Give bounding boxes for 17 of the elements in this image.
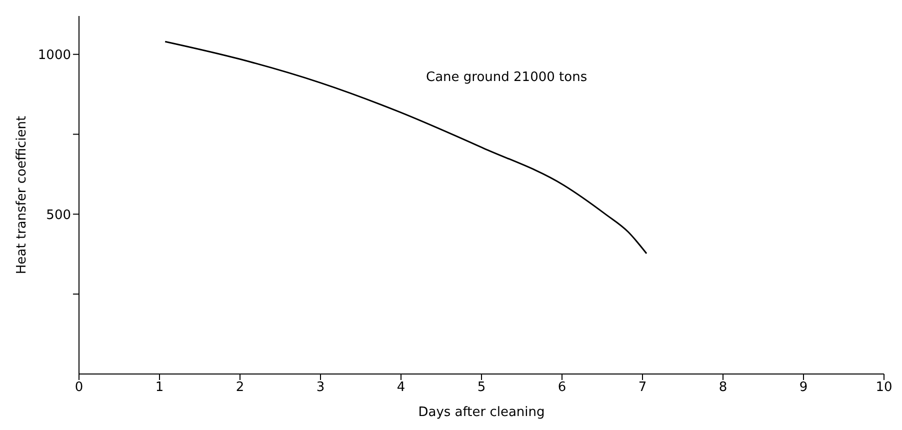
x-tick-label: 1 (155, 380, 164, 396)
x-tick-label: 0 (74, 380, 84, 396)
y-tick-label: 500 (46, 208, 71, 223)
x-tick-label: 9 (799, 380, 808, 396)
x-tick-label: 6 (558, 380, 566, 396)
x-tick-label: 7 (638, 380, 647, 396)
x-tick-label: 2 (236, 380, 244, 396)
x-tick-label: 3 (316, 380, 325, 396)
x-axis-title: Days after cleaning (418, 405, 545, 420)
annotation: Cane ground 21000 tons (426, 70, 588, 85)
x-tick-label: 5 (477, 380, 486, 396)
x-tick-label: 10 (876, 380, 892, 396)
x-tick-label: 4 (396, 380, 406, 396)
x-tick-label: 8 (718, 380, 728, 396)
y-tick-label: 1000 (38, 48, 71, 63)
line-series (164, 40, 648, 254)
y-axis-title: Heat transfer coefficient (14, 116, 30, 274)
